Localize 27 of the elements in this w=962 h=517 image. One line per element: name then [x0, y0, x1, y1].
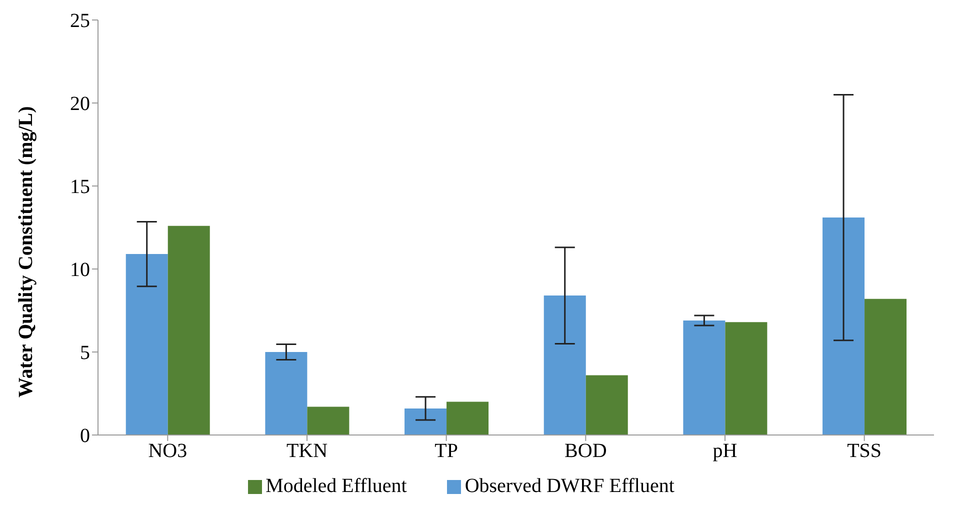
x-tick-label: TP	[434, 440, 458, 462]
bar	[168, 226, 210, 435]
y-tick-label: 20	[70, 93, 90, 116]
x-tick-label: pH	[712, 440, 738, 462]
y-tick-label: 15	[70, 176, 90, 198]
bar	[864, 298, 907, 435]
bar	[822, 218, 865, 435]
x-tick-label: TKN	[286, 440, 328, 462]
y-tick-label: 10	[70, 259, 90, 282]
bar	[586, 375, 628, 435]
y-axis-title: Water Quality Constituent (mg/L)	[15, 106, 38, 398]
y-tick-label: 5	[80, 342, 90, 364]
y-tick-label: 25	[70, 10, 90, 32]
bar	[683, 320, 726, 435]
legend-label: Observed DWRF Effluent	[464, 475, 674, 497]
legend-label: Modeled Effluent	[266, 475, 407, 497]
bar	[307, 406, 350, 435]
x-tick-label: BOD	[564, 440, 607, 462]
x-tick-label: NO3	[148, 440, 188, 462]
y-tick-label: 0	[80, 425, 90, 448]
bar	[404, 408, 447, 435]
bar	[265, 352, 308, 435]
bar	[544, 296, 586, 435]
bar	[126, 254, 168, 435]
bar	[725, 322, 768, 435]
bar	[446, 402, 489, 435]
x-tick-label: TSS	[847, 440, 882, 462]
